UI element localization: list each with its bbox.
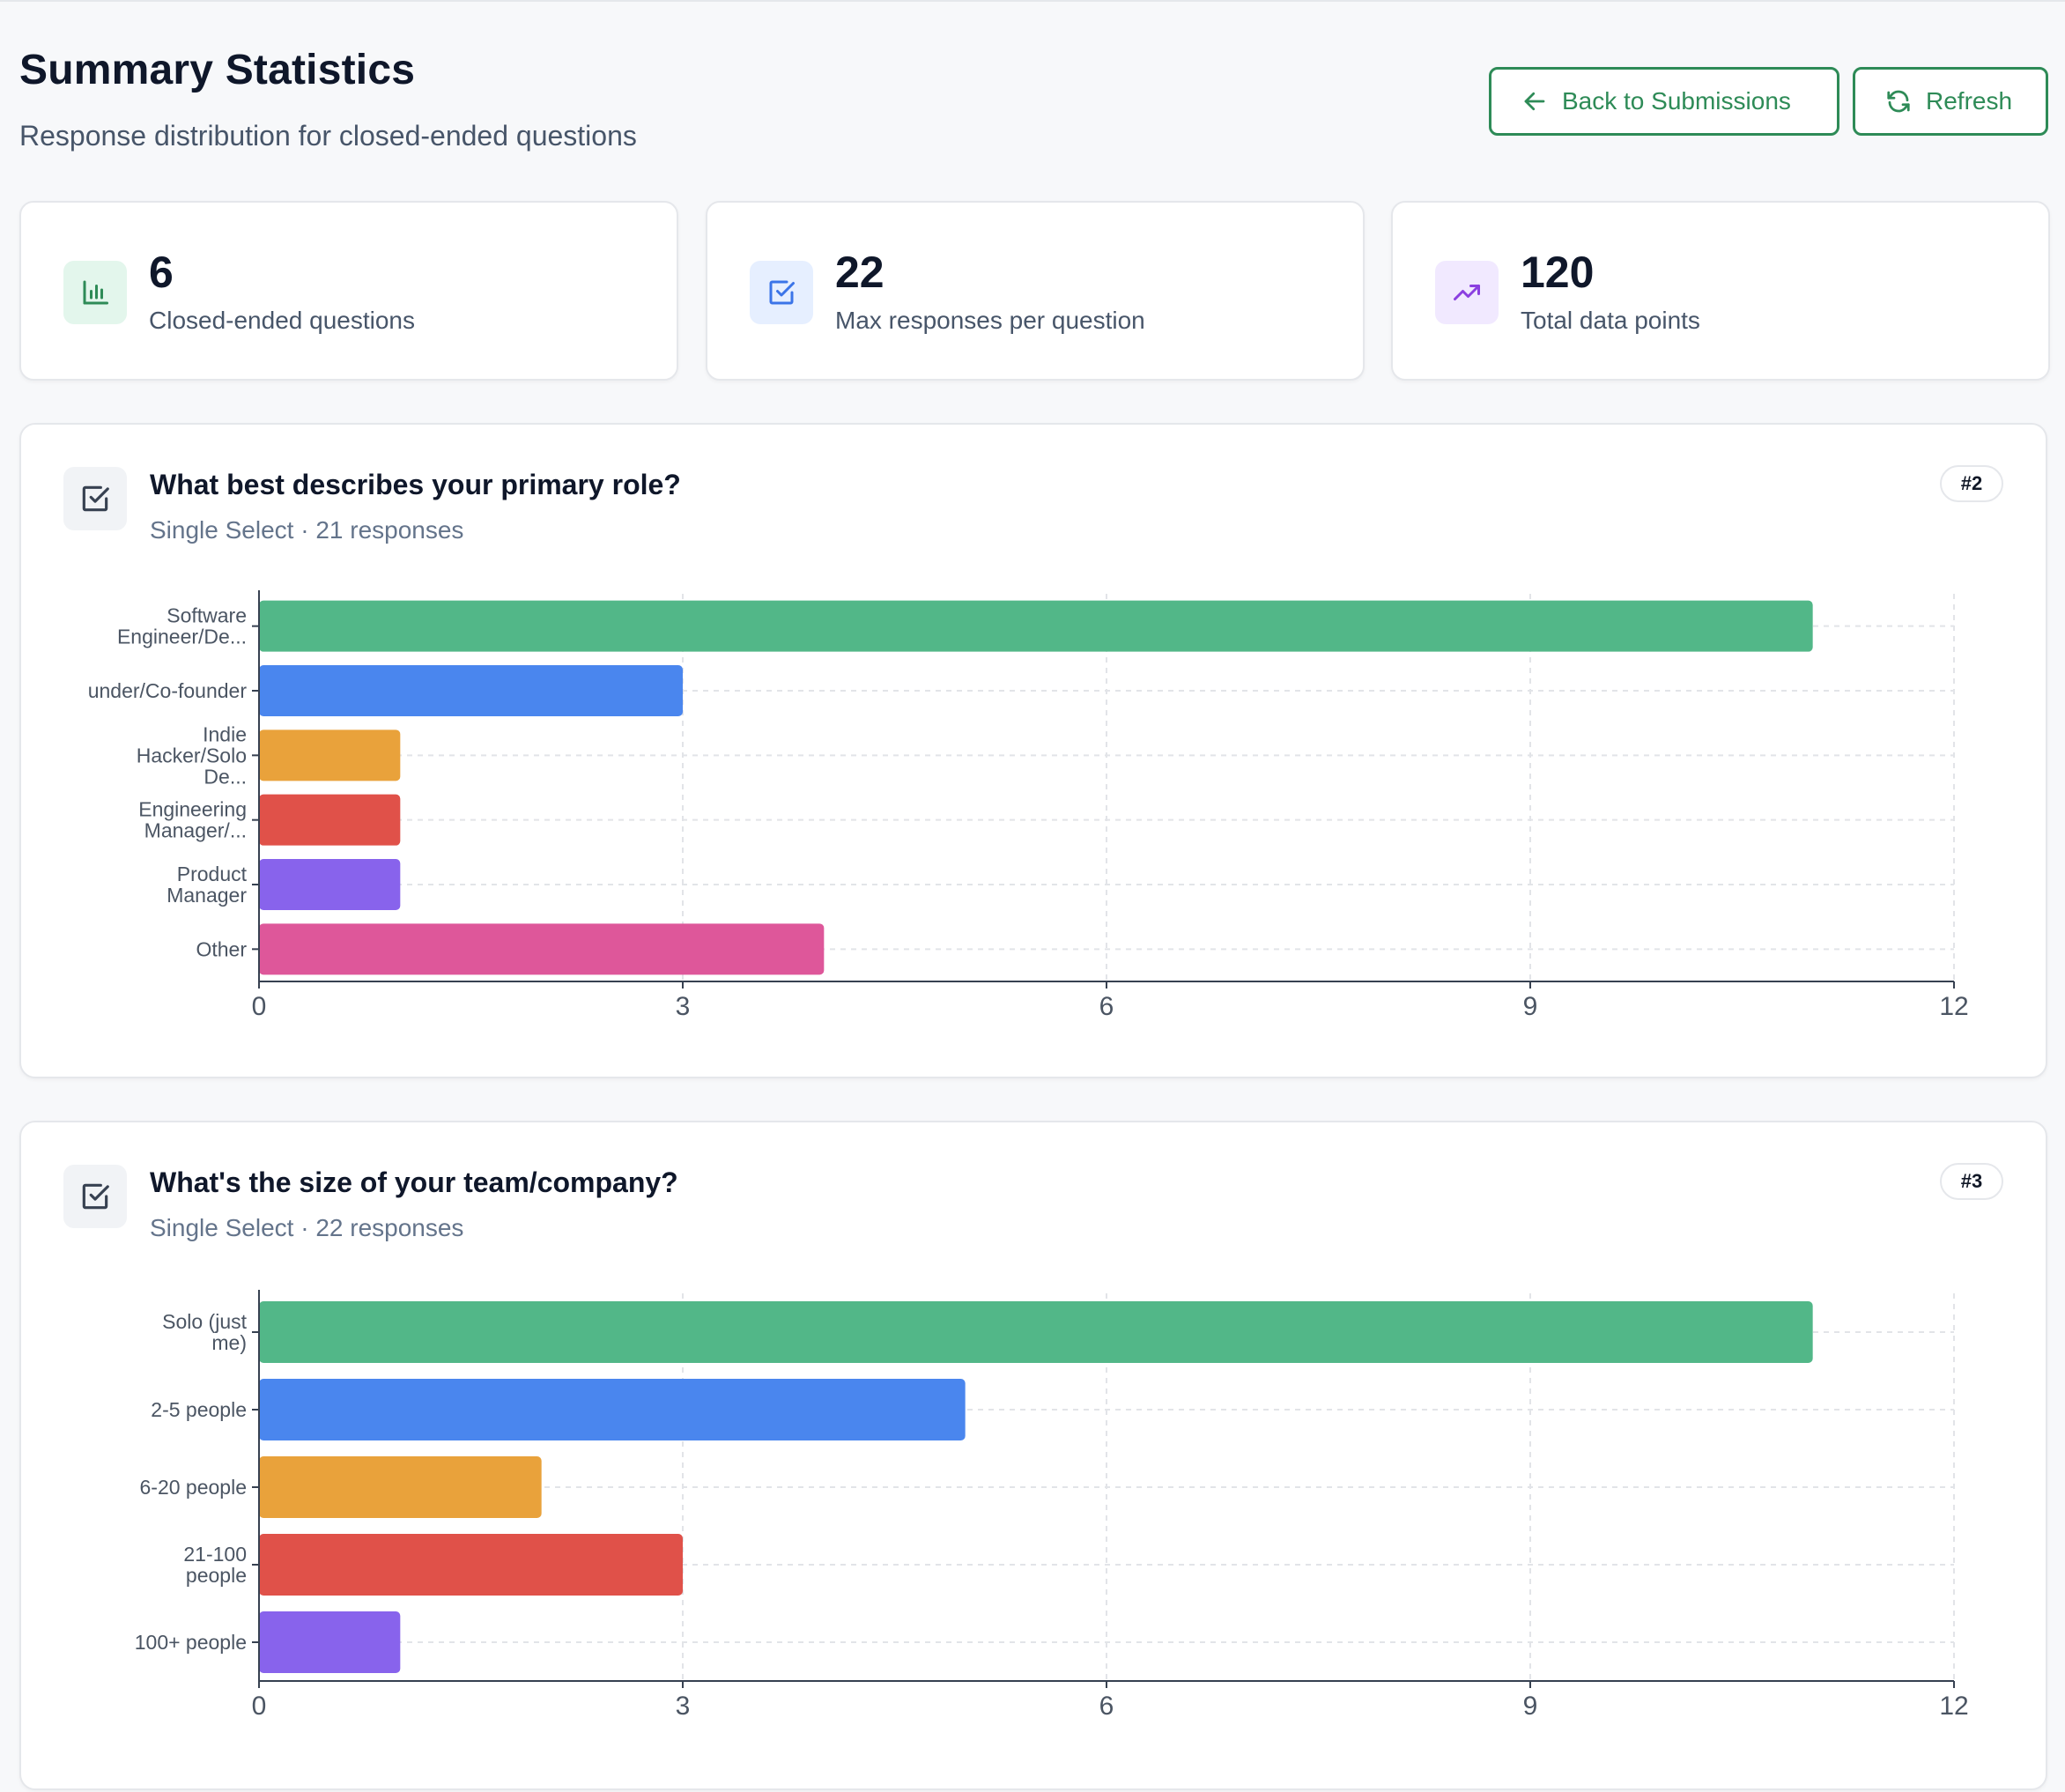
page-header: Summary Statistics Response distribution… — [19, 2, 2048, 178]
page-title: Summary Statistics — [19, 47, 416, 93]
bar[interactable] — [259, 794, 401, 846]
question-meta: Single Select · 22 responses — [150, 1214, 464, 1241]
bar[interactable] — [259, 600, 1813, 652]
bar[interactable] — [259, 1534, 683, 1596]
y-tick-label: Product Manager — [167, 863, 247, 907]
stat-value: 6 — [149, 248, 174, 297]
question-card: What best describes your primary role? S… — [19, 423, 2047, 1078]
y-tick-label: under/Co-founder — [88, 679, 248, 702]
stat-label: Closed-ended questions — [149, 307, 415, 334]
y-tick-label: 21-100 people — [183, 1543, 247, 1587]
question-card: What's the size of your team/company? Si… — [19, 1121, 2047, 1790]
y-tick-label: Solo (just me) — [162, 1310, 247, 1354]
stat-card-data-points: 120 Total data points — [1391, 201, 2050, 381]
team-size-bar-chart: 0 3 6 9 12 Solo (just me) 2-5 people 6-20 people… — [135, 1290, 1969, 1721]
question-number-badge: #3 — [1940, 1163, 2003, 1200]
x-tick-label: 12 — [1939, 992, 1968, 1021]
y-tick-label: 6-20 people — [140, 1476, 248, 1499]
bar-chart-icon — [63, 261, 127, 324]
x-tick-label: 3 — [676, 1692, 691, 1721]
back-to-submissions-button[interactable]: Back to Submissions — [1489, 67, 1839, 136]
x-tick-label: 0 — [252, 1692, 267, 1721]
bar[interactable] — [259, 1456, 542, 1518]
stat-label: Total data points — [1521, 307, 1700, 334]
y-tick-label: Software Engineer/De... — [117, 604, 247, 648]
back-to-submissions-label: Back to Submissions — [1562, 87, 1791, 115]
stat-value: 120 — [1521, 248, 1595, 297]
question-meta: Single Select · 21 responses — [150, 516, 464, 544]
x-tick-label: 12 — [1939, 1692, 1968, 1721]
arrow-left-icon — [1524, 92, 1545, 111]
x-tick-label: 0 — [252, 992, 267, 1021]
question-title: What's the size of your team/company? — [150, 1166, 678, 1198]
y-tick-label: 2-5 people — [151, 1398, 247, 1421]
question-number-badge: #2 — [1940, 465, 2003, 502]
y-tick-label: Engineering Manager/... — [138, 798, 247, 842]
bar[interactable] — [259, 729, 401, 781]
bar[interactable] — [259, 859, 401, 910]
role-bar-chart: 0 3 6 9 12 Software Engineer/De... under/Co-fou… — [88, 590, 1969, 1021]
trending-up-icon — [1435, 261, 1499, 324]
y-tick-label: Other — [196, 937, 247, 960]
page-subtitle: Response distribution for closed-ended q… — [19, 120, 637, 152]
check-square-icon — [63, 467, 127, 530]
bar[interactable] — [259, 1379, 966, 1440]
x-tick-label: 9 — [1523, 1692, 1538, 1721]
x-tick-label: 3 — [676, 992, 691, 1021]
refresh-button[interactable]: Refresh — [1853, 67, 2048, 136]
stat-card-questions: 6 Closed-ended questions — [19, 201, 678, 381]
bar[interactable] — [259, 1611, 401, 1673]
question-title: What best describes your primary role? — [150, 469, 681, 500]
bar[interactable] — [259, 1301, 1813, 1363]
bar[interactable] — [259, 665, 683, 716]
x-tick-label: 9 — [1523, 992, 1538, 1021]
y-tick-label: Indie Hacker/Solo De... — [137, 722, 247, 788]
x-tick-label: 6 — [1099, 992, 1114, 1021]
refresh-icon — [1887, 90, 1910, 113]
x-tick-label: 6 — [1099, 1692, 1114, 1721]
refresh-label: Refresh — [1926, 87, 2013, 115]
stat-value: 22 — [835, 248, 884, 297]
check-square-icon — [750, 261, 813, 324]
stat-label: Max responses per question — [835, 307, 1145, 334]
stat-card-max-responses: 22 Max responses per question — [706, 201, 1365, 381]
y-tick-label: 100+ people — [135, 1631, 247, 1654]
bar[interactable] — [259, 923, 825, 975]
check-square-icon — [63, 1165, 127, 1228]
